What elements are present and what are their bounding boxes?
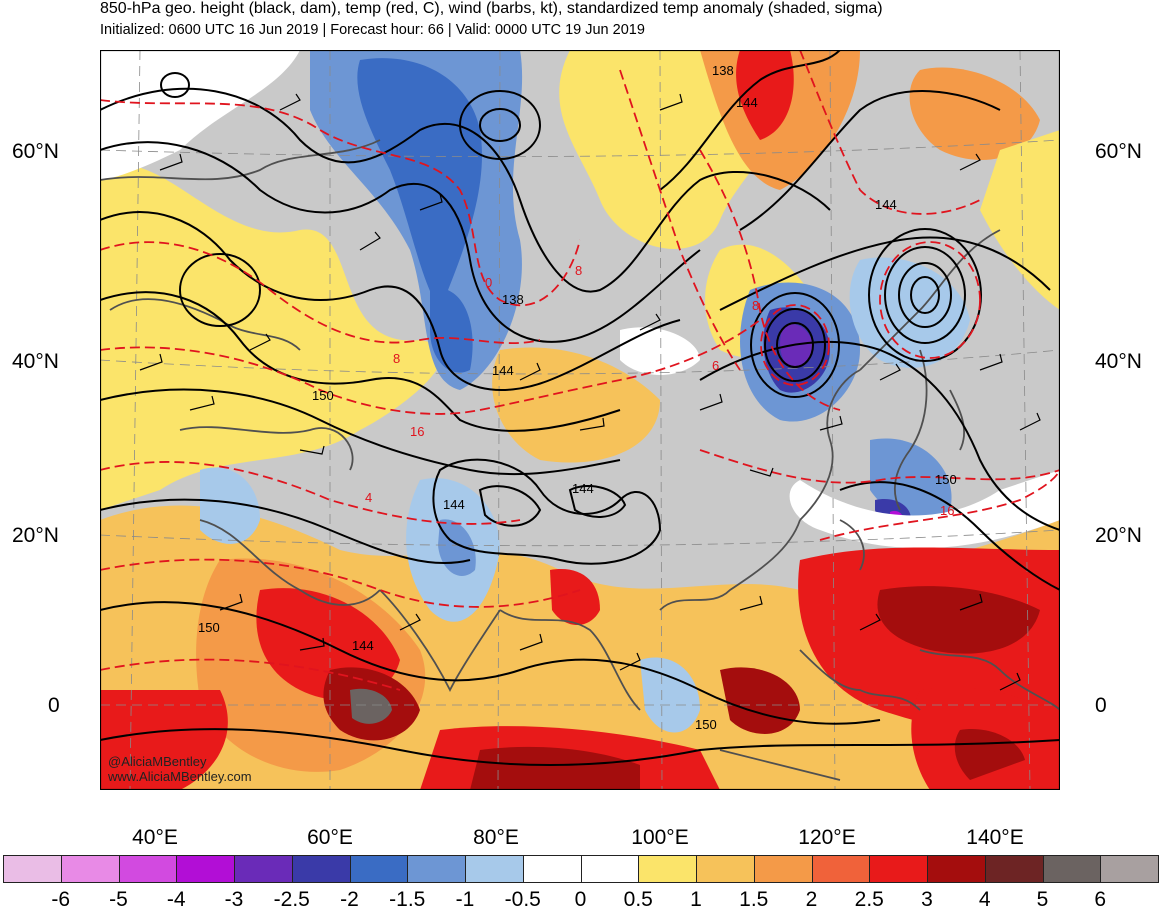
height-contours [100, 50, 1060, 766]
colorbar-swatch [927, 855, 986, 883]
colorbar-tick-label: -6 [51, 888, 71, 911]
colorbar-swatch [696, 855, 755, 883]
credit-site: www.AliciaMBentley.com [108, 769, 252, 784]
colorbar-swatch [291, 855, 351, 883]
temperature-contours [100, 50, 1060, 691]
map-canvas: 138 144 144 138 144 150 144 144 150 150 … [100, 50, 1060, 790]
colorbar-swatch [753, 855, 813, 883]
temp-label: 0 [485, 275, 492, 290]
lon-label: 100°E [631, 826, 689, 849]
lon-label: 60°E [307, 826, 353, 849]
colorbar-tick-label: 0 [574, 888, 587, 911]
lat-label-left: 20°N [12, 524, 59, 547]
colorbar [3, 855, 1159, 885]
wind-barbs [139, 93, 1041, 691]
colorbar-tick-label: -0.5 [504, 888, 541, 911]
colorbar-tick-label: -5 [109, 888, 128, 911]
colorbar-tick-label: 1 [690, 888, 702, 911]
temp-label: 8 [575, 263, 582, 278]
lat-label-right: 20°N [1095, 524, 1142, 547]
chart-title: 850-hPa geo. height (black, dam), temp (… [100, 0, 883, 17]
temperature-labels: 8 0 8 6 8 16 4 16 [365, 263, 954, 518]
lat-label-left: 40°N [12, 350, 59, 373]
height-label: 144 [492, 363, 514, 378]
colorbar-tick-label: -2 [340, 888, 359, 911]
height-label: 144 [443, 497, 465, 512]
temp-label: 8 [752, 298, 759, 313]
height-label: 144 [352, 638, 374, 653]
temp-label: 8 [393, 351, 400, 366]
lat-label-right: 40°N [1095, 350, 1142, 373]
height-label: 150 [312, 388, 334, 403]
colorbar-swatch [234, 855, 293, 883]
height-label: 150 [935, 472, 957, 487]
height-label: 150 [695, 717, 717, 732]
colorbar-tick-label: 4 [978, 888, 991, 911]
colorbar-tick-label: 2.5 [854, 888, 884, 911]
colorbar-swatch [522, 855, 582, 883]
colorbar-swatch [1100, 855, 1159, 883]
colorbar-swatch [984, 855, 1044, 883]
temp-label: 16 [410, 424, 424, 439]
temp-label: 4 [365, 490, 372, 505]
colorbar-swatch [176, 855, 235, 883]
colorbar-swatch [349, 855, 409, 883]
colorbar-swatch [3, 855, 62, 883]
height-label: 150 [198, 620, 220, 635]
colorbar-tick-label: -1.5 [389, 888, 426, 911]
colorbar-swatch [811, 855, 871, 883]
height-label: 138 [502, 292, 524, 307]
credit-handle: @AliciaMBentley [108, 754, 207, 769]
map-frame [100, 50, 1060, 790]
lat-label-right: 60°N [1095, 140, 1142, 163]
colorbar-swatch [465, 855, 524, 883]
lat-label-left: 60°N [12, 140, 59, 163]
colorbar-swatch [869, 855, 928, 883]
colorbar-swatch [407, 855, 466, 883]
colorbar-tick-label: 3 [921, 888, 933, 911]
colorbar-tick-label: 0.5 [623, 888, 653, 911]
colorbar-swatch [118, 855, 178, 883]
map-layers: 138 144 144 138 144 150 144 144 150 150 … [100, 50, 1060, 790]
height-label: 144 [875, 197, 897, 212]
height-label: 138 [712, 63, 734, 78]
lon-label: 120°E [798, 826, 856, 849]
height-label: 144 [572, 481, 594, 496]
colorbar-tick-label: 1.5 [739, 888, 769, 911]
lon-label: 140°E [966, 826, 1024, 849]
lon-label: 80°E [473, 826, 519, 849]
colorbar-swatch [1042, 855, 1102, 883]
colorbar-tick-label: -1 [455, 888, 475, 911]
weather-map: 138 144 144 138 144 150 144 144 150 150 … [100, 50, 1060, 790]
colorbar-swatch [638, 855, 697, 883]
temp-label: 6 [712, 358, 719, 373]
colorbar-swatch [580, 855, 640, 883]
lat-label-right: 0 [1095, 694, 1107, 717]
colorbar-tick-label: -2.5 [273, 888, 310, 911]
height-label: 144 [736, 95, 758, 110]
temp-label: 16 [940, 503, 954, 518]
height-labels: 138 144 144 138 144 150 144 144 150 150 … [198, 63, 957, 732]
anomaly-shading [100, 50, 1060, 790]
colorbar-tick-label: 6 [1094, 888, 1107, 911]
colorbar-tick-label: -4 [166, 888, 186, 911]
chart-subtitle: Initialized: 0600 UTC 16 Jun 2019 | Fore… [100, 22, 645, 38]
colorbar-tick-label: 2 [805, 888, 818, 911]
lon-label: 40°E [132, 826, 178, 849]
colorbar-swatch [60, 855, 120, 883]
colorbar-tick-label: 5 [1036, 888, 1049, 911]
coastlines [100, 139, 1060, 781]
colorbar-tick-label: -3 [224, 888, 244, 911]
lat-label-left: 0 [48, 694, 60, 717]
